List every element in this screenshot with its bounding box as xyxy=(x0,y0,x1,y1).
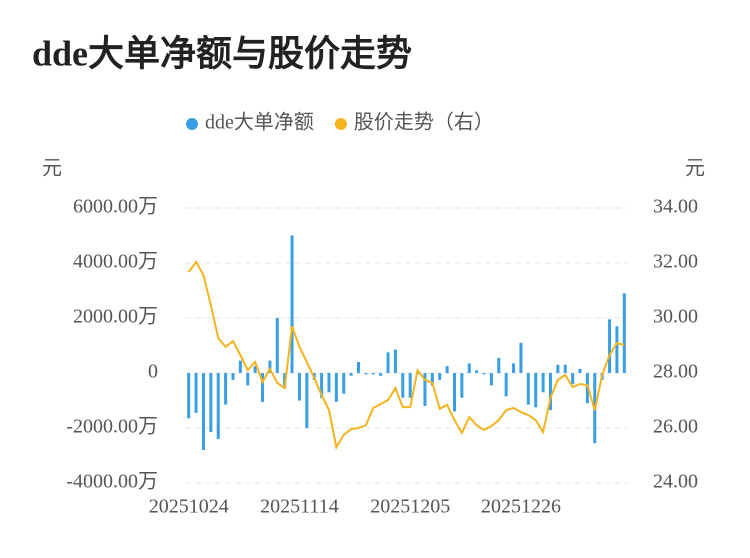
x-tick-label: 20251226 xyxy=(481,496,561,518)
bar xyxy=(349,373,353,376)
bar xyxy=(201,373,205,450)
price-line xyxy=(187,260,625,450)
bar xyxy=(268,360,272,373)
bar xyxy=(224,373,228,405)
bar xyxy=(497,357,501,373)
y2-axis-label: 元 xyxy=(685,158,705,180)
bar xyxy=(371,373,375,375)
bar xyxy=(297,373,301,401)
bar xyxy=(475,370,479,373)
bar xyxy=(571,373,575,384)
bar xyxy=(216,373,220,439)
legend-marker xyxy=(334,118,347,130)
y2-tick-label: 32.00 xyxy=(653,251,698,273)
bar xyxy=(519,342,523,373)
bar xyxy=(482,373,486,375)
y2-tick-label: 26.00 xyxy=(653,416,698,438)
y-tick-label: -2000.00万 xyxy=(66,416,158,438)
bar xyxy=(290,235,294,373)
bar xyxy=(541,373,545,393)
bar xyxy=(320,373,324,398)
y-tick-label: 4000.00万 xyxy=(73,251,158,273)
bar xyxy=(526,373,530,405)
bar xyxy=(261,373,265,402)
bar xyxy=(430,373,434,386)
bar xyxy=(622,293,626,373)
bar xyxy=(452,373,456,412)
bar xyxy=(253,366,257,373)
bar xyxy=(386,352,390,373)
bar xyxy=(445,366,449,373)
legend-label: dde大单净额 xyxy=(205,111,314,134)
bar xyxy=(615,326,619,373)
y-tick-label: 2000.00万 xyxy=(73,306,158,328)
chart-title: dde大单净额与股价走势 xyxy=(32,33,412,73)
bar xyxy=(401,373,405,398)
bar xyxy=(357,362,361,373)
bar xyxy=(423,373,427,406)
bar xyxy=(275,318,279,373)
bar xyxy=(238,360,242,373)
bar xyxy=(548,373,552,411)
y-tick-label: 6000.00万 xyxy=(73,196,158,218)
x-tick-label: 20251205 xyxy=(370,496,450,518)
bar xyxy=(334,373,338,402)
bar xyxy=(467,363,471,373)
bar xyxy=(379,373,383,376)
bar xyxy=(231,373,235,380)
bar xyxy=(563,364,567,373)
bar xyxy=(187,373,191,419)
bar xyxy=(460,373,464,398)
bar xyxy=(489,373,493,386)
y-tick-label: -4000.00万 xyxy=(66,471,158,493)
bar xyxy=(246,373,250,386)
x-tick-label: 20251114 xyxy=(260,496,339,518)
y-tick-label: 0 xyxy=(148,361,158,383)
bar xyxy=(393,349,397,373)
legend-label: 股价走势（右） xyxy=(354,111,494,134)
bar xyxy=(438,373,442,380)
bar xyxy=(608,319,612,373)
bar xyxy=(512,363,516,373)
x-tick-label: 20251024 xyxy=(149,496,229,518)
bar xyxy=(209,373,213,433)
y2-tick-label: 28.00 xyxy=(653,361,698,383)
bar xyxy=(364,373,368,375)
bar xyxy=(504,373,508,397)
bar xyxy=(556,364,560,373)
bar xyxy=(327,373,331,393)
bar xyxy=(578,368,582,373)
y2-tick-label: 24.00 xyxy=(653,471,698,493)
y2-tick-label: 30.00 xyxy=(653,306,698,328)
bar xyxy=(305,373,309,428)
bar xyxy=(534,373,538,408)
bar xyxy=(194,373,198,413)
legend-marker xyxy=(186,118,198,130)
y-axis-label: 元 xyxy=(42,158,62,180)
bar xyxy=(342,373,346,394)
bar xyxy=(408,373,412,398)
y2-tick-label: 34.00 xyxy=(653,196,698,218)
